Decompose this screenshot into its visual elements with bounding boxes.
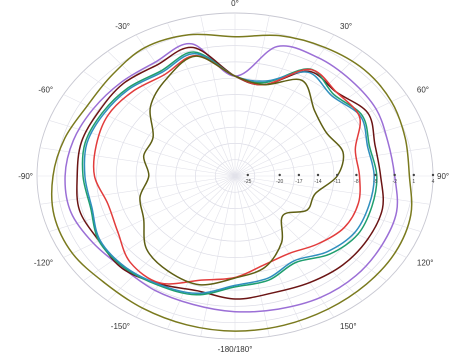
grid-spoke <box>200 15 236 177</box>
grid-spoke <box>234 147 431 177</box>
radial-tick-mark <box>246 173 249 177</box>
radial-tick-mark <box>297 173 301 177</box>
radial-tick-mark <box>412 173 415 177</box>
radial-tick-mark <box>431 173 435 177</box>
angle-label: 120° <box>417 259 434 268</box>
grid-spoke <box>234 34 335 177</box>
series-line-2 <box>64 43 399 313</box>
grid-spoke <box>234 120 422 177</box>
radial-tick-mark <box>355 173 358 177</box>
angle-label: 30° <box>340 22 352 31</box>
radial-tick-label: -20 <box>276 179 283 185</box>
grid-spoke <box>234 15 270 177</box>
series-line-7 <box>139 55 345 286</box>
grid-spoke <box>234 70 387 177</box>
radial-tick-label: 4 <box>432 179 435 185</box>
radial-tick-mark <box>336 173 339 177</box>
grid-spoke <box>135 34 236 177</box>
series-line-1 <box>50 33 413 332</box>
radial-tick-label: -11 <box>334 179 341 185</box>
angle-label: -60° <box>38 86 53 95</box>
grid-spoke <box>234 175 407 258</box>
grid-spoke <box>167 22 236 177</box>
angle-label: -30° <box>115 22 130 31</box>
radial-tick-label: -2 <box>392 179 397 185</box>
grid-spoke <box>48 175 236 232</box>
radial-tick-mark <box>374 173 377 177</box>
radial-tick-group: -25 -20 -17 -14 -11 -8 -5 -2 1 4 <box>244 173 435 185</box>
grid-spoke <box>234 175 335 318</box>
radial-tick-label: -5 <box>373 179 378 185</box>
radial-tick-label: -8 <box>354 179 359 185</box>
angle-label: 90° <box>437 172 449 181</box>
series-line-6 <box>92 54 361 285</box>
angle-label: -90° <box>18 172 33 181</box>
radial-tick-label: -14 <box>314 179 321 185</box>
grid-spoke <box>234 22 303 177</box>
grid-spoke <box>48 120 236 177</box>
grid-spoke <box>83 70 236 177</box>
radial-tick-label: -17 <box>295 179 302 185</box>
radial-tick-label: 1 <box>412 179 415 185</box>
grid-spoke <box>234 175 387 282</box>
grid-spoke <box>107 175 236 302</box>
radial-tick-mark <box>316 173 320 177</box>
series-group <box>50 33 413 332</box>
angle-label: 150° <box>340 322 357 331</box>
angle-label: 60° <box>417 86 429 95</box>
grid-spoke <box>234 175 422 232</box>
angle-label: -150° <box>111 322 130 331</box>
grid-spoke <box>83 175 236 282</box>
angle-label: 0° <box>231 0 239 8</box>
grid-spoke <box>63 175 236 258</box>
grid-spoke <box>135 175 236 318</box>
angle-label: -180/180° <box>218 345 253 354</box>
angle-label: -120° <box>34 259 53 268</box>
grid-spoke <box>39 175 236 205</box>
series-line-3 <box>76 46 385 300</box>
grid-spoke <box>107 50 236 177</box>
grid-spoke <box>39 147 236 177</box>
grid-spoke <box>234 175 303 330</box>
series-line-5 <box>83 52 375 295</box>
grid-spoke <box>234 175 270 337</box>
radial-tick-mark <box>278 173 281 177</box>
grid-spoke <box>200 175 236 337</box>
series-line-4 <box>81 51 378 296</box>
angle-label-group: 0° 30° 60° 90° 120° 150° -180/180° -150° -120° -9… <box>18 0 449 354</box>
grid-spoke <box>234 175 363 302</box>
grid-spoke <box>63 94 236 177</box>
radial-tick-label: -25 <box>244 179 251 185</box>
grid-spoke <box>167 175 236 330</box>
grid-spoke <box>234 94 407 177</box>
radial-tick-mark <box>393 173 396 177</box>
